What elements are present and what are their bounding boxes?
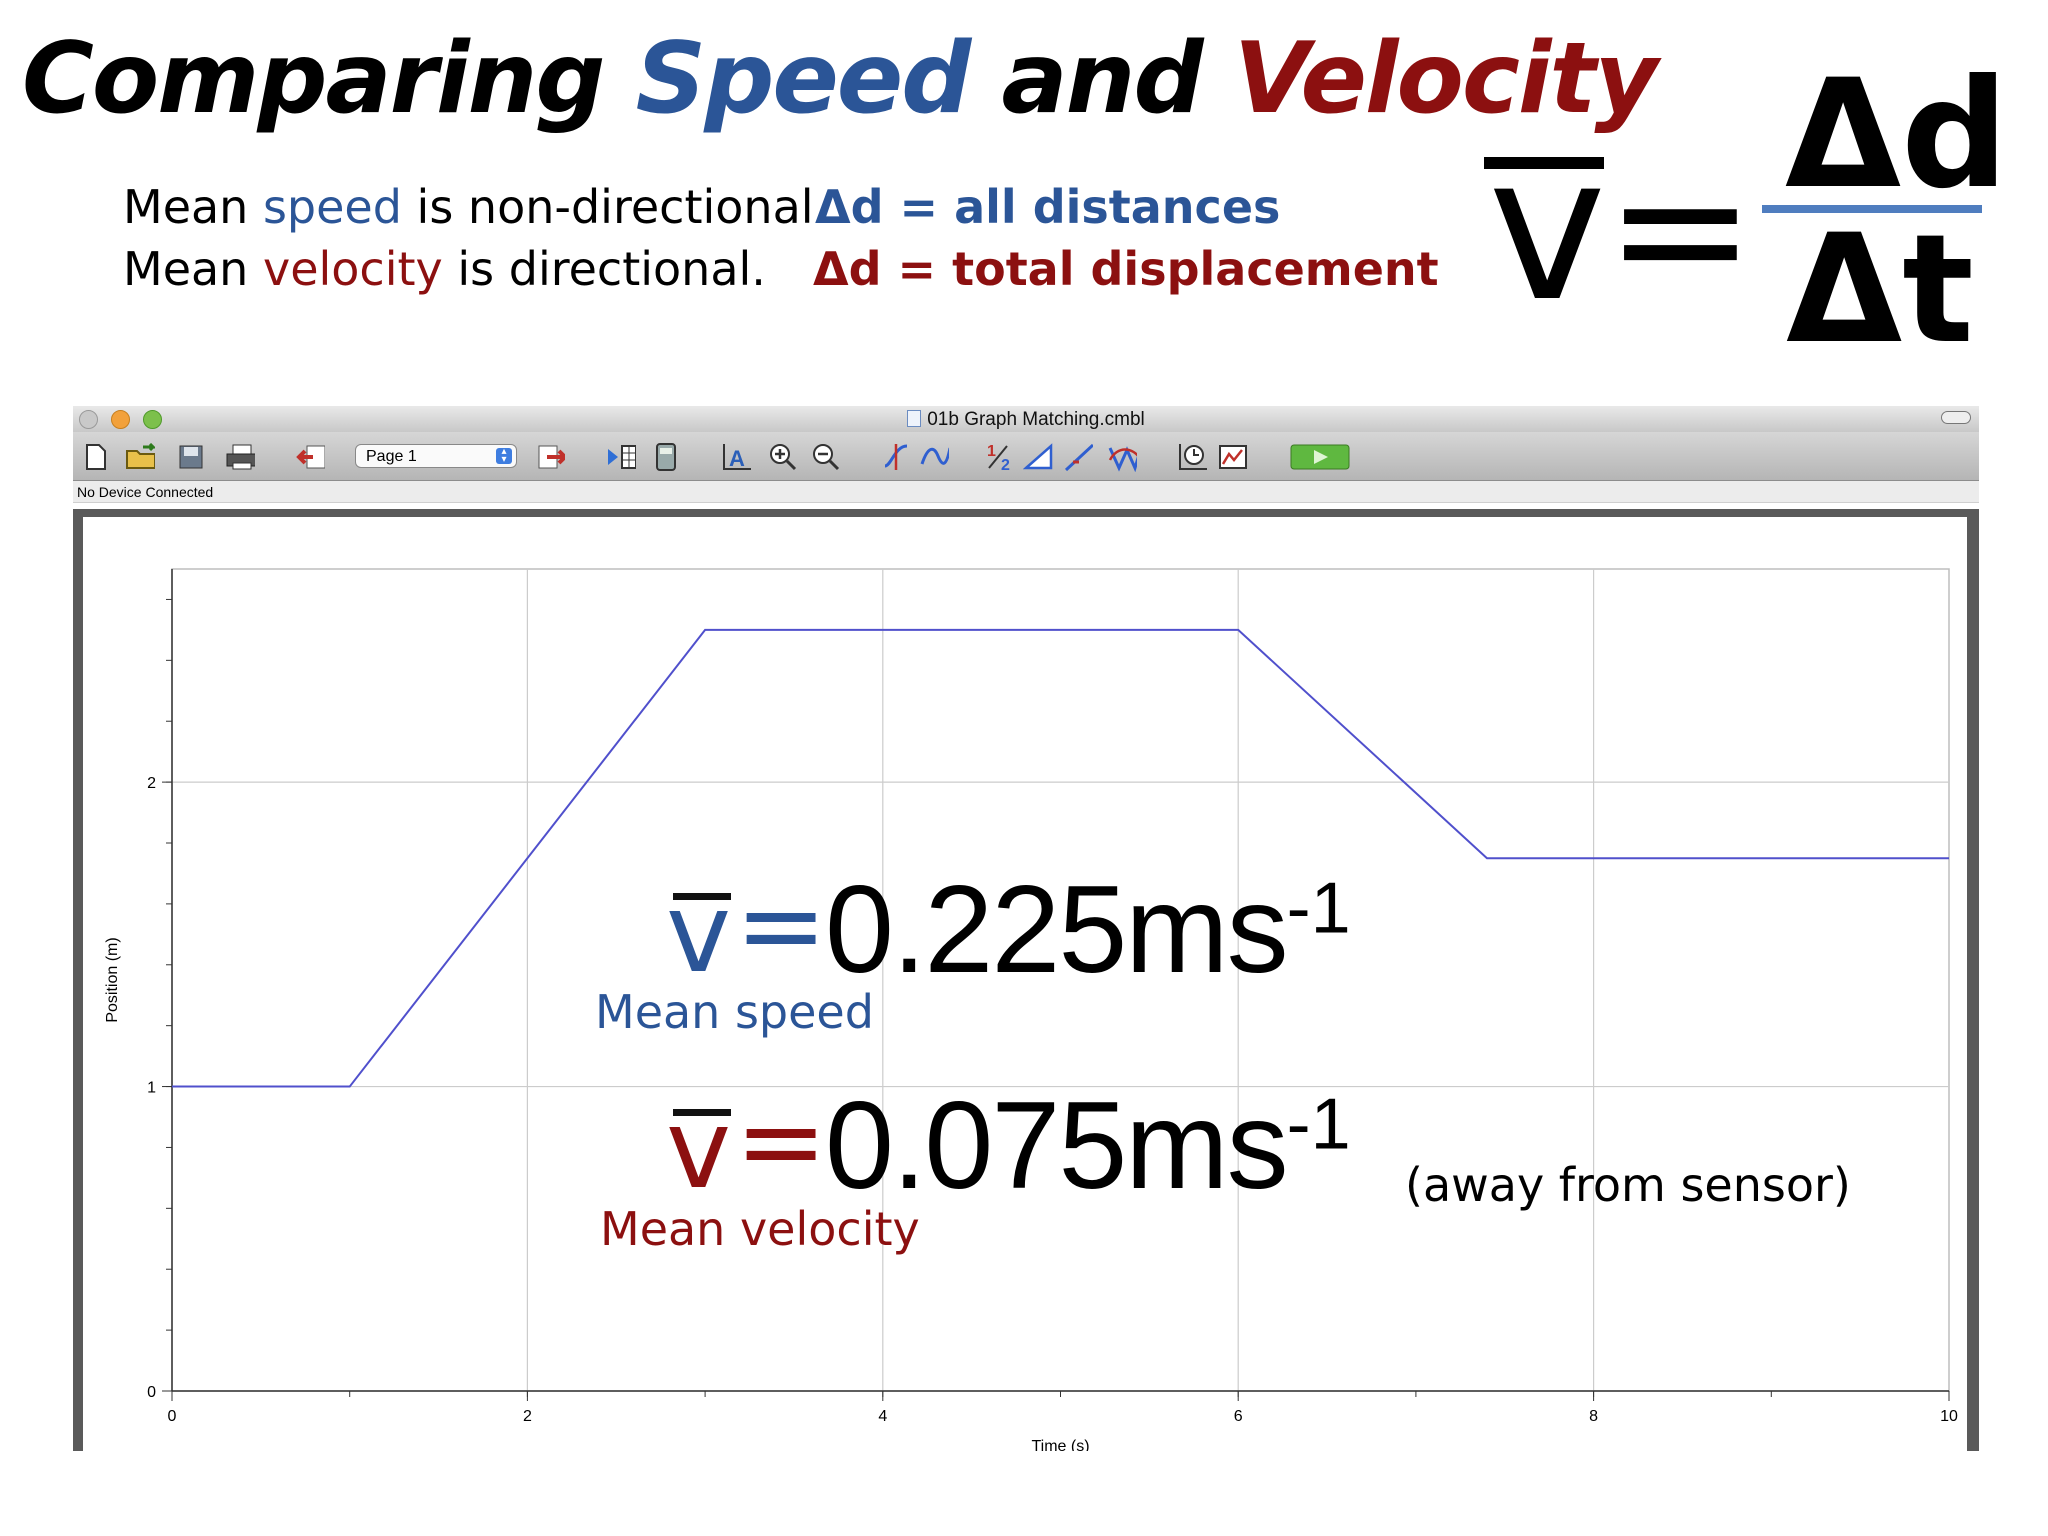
speed-definition: Δd = all distances: [815, 180, 1281, 234]
graph-area: 0 2 4 6 8 10 0 1 2 Time (s) Position (m): [83, 517, 1967, 1451]
linear-fit-icon[interactable]: [1063, 442, 1093, 472]
save-icon[interactable]: [176, 442, 206, 472]
x-axis-label: Time (s): [1031, 1438, 1089, 1451]
clock-icon[interactable]: [1177, 442, 1207, 472]
plot-box: [171, 568, 1950, 1392]
examine-icon[interactable]: [881, 442, 911, 472]
formula-mean-bar: [1484, 157, 1604, 169]
svg-text:2: 2: [1001, 457, 1010, 472]
open-folder-icon[interactable]: [125, 442, 155, 472]
stats-icon[interactable]: [1023, 442, 1053, 472]
formula-denominator: Δt: [1786, 203, 1974, 377]
formula-numerator: Δd: [1785, 48, 2009, 222]
x-tick-label: 4: [878, 1408, 887, 1425]
chevron-updown-icon: ▴ ▾: [496, 447, 512, 465]
data-browser-icon[interactable]: [606, 442, 636, 472]
mean-velocity-value: 0.075ms-1: [825, 1077, 1351, 1215]
zoom-in-icon[interactable]: [768, 442, 798, 472]
next-page-icon[interactable]: [535, 442, 565, 472]
velocity-definition: Δd = total displacement: [813, 242, 1439, 296]
y-tick-label: 0: [147, 1384, 156, 1401]
new-file-icon[interactable]: [81, 442, 111, 472]
speed-equals: =: [735, 861, 828, 989]
document-icon: [907, 410, 922, 427]
x-tick-label: 8: [1589, 1408, 1598, 1425]
graph-frame: 0 2 4 6 8 10 0 1 2 Time (s) Position (m): [73, 509, 1979, 1451]
svg-text:A: A: [729, 446, 745, 471]
status-bar: No Device Connected: [73, 481, 1979, 503]
tangent-icon[interactable]: [919, 442, 949, 472]
collect-button[interactable]: [1290, 442, 1350, 472]
y-tick-label: 1: [147, 1080, 156, 1097]
window-titlebar[interactable]: 01b Graph Matching.cmbl: [73, 406, 1979, 432]
x-tick-label: 6: [1234, 1408, 1243, 1425]
x-tick-label: 0: [168, 1408, 177, 1425]
speed-mean-bar: [673, 893, 731, 900]
svg-text:1: 1: [987, 443, 996, 460]
window-title: 01b Graph Matching.cmbl: [73, 409, 1979, 431]
speed-v-symbol: v: [666, 869, 732, 997]
formula-equals: =: [1605, 125, 1756, 334]
velocity-mean-bar: [673, 1109, 731, 1116]
velocity-description: Mean velocity is directional.: [123, 242, 766, 296]
formula-v-symbol: v: [1488, 113, 1607, 346]
curve-fit-icon[interactable]: [1107, 442, 1137, 472]
speed-description: Mean speed is non-directional.: [123, 180, 829, 234]
app-window: 01b Graph Matching.cmbl Page 1 ▴ ▾ A: [73, 406, 1979, 1451]
print-icon[interactable]: [225, 442, 255, 472]
autoscale-icon[interactable]: A: [721, 442, 751, 472]
position-time-graph[interactable]: 0 2 4 6 8 10 0 1 2 Time (s) Position (m): [83, 517, 1967, 1451]
formula-fraction-bar: [1762, 205, 1982, 213]
zoom-window-button[interactable]: [143, 410, 162, 429]
title-speed: Speed: [635, 22, 972, 136]
title-velocity: Velocity: [1233, 22, 1659, 136]
back-page-icon[interactable]: [295, 442, 325, 472]
toolbar-toggle-button[interactable]: [1941, 411, 1971, 424]
x-tick-label: 2: [523, 1408, 532, 1425]
slide-title: Comparing Speed and Velocity: [22, 22, 1659, 136]
calculator-icon[interactable]: [651, 442, 681, 472]
minimize-window-button[interactable]: [111, 410, 130, 429]
position-series-line: [172, 628, 1949, 1088]
page-select[interactable]: Page 1 ▴ ▾: [355, 444, 517, 468]
mean-velocity-label: Mean velocity: [600, 1202, 920, 1256]
direction-note: (away from sensor): [1405, 1158, 1851, 1212]
velocity-v-symbol: v: [666, 1085, 732, 1213]
x-tick-label: 10: [1940, 1408, 1958, 1425]
mean-speed-label: Mean speed: [595, 985, 874, 1039]
velocity-equals: =: [735, 1077, 828, 1205]
close-window-button[interactable]: [79, 410, 98, 429]
y-axis-label: Position (m): [104, 937, 121, 1022]
y-tick-label: 2: [147, 775, 156, 792]
mean-speed-value: 0.225ms-1: [825, 861, 1351, 999]
zoom-out-icon[interactable]: [811, 442, 841, 472]
graph-match-icon[interactable]: [1218, 442, 1248, 472]
